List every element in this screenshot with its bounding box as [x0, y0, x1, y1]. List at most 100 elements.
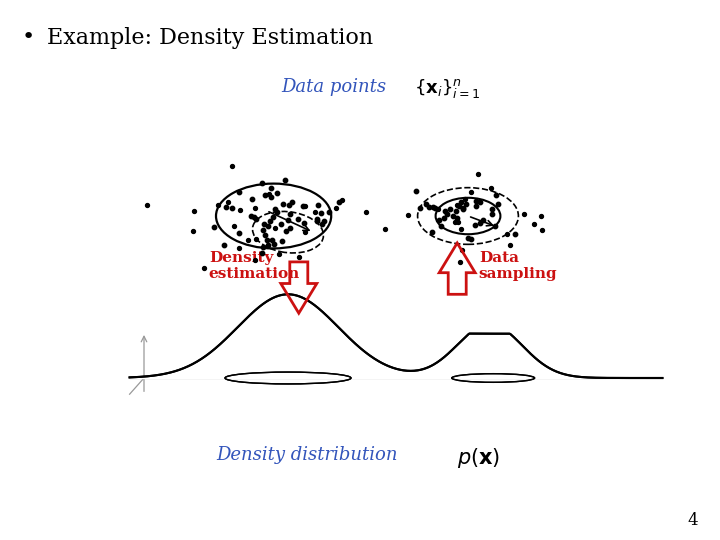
Point [282, 216, 294, 225]
Point [259, 231, 271, 239]
Point [228, 222, 239, 231]
Point [279, 176, 290, 184]
Point [263, 190, 274, 198]
Point [317, 219, 328, 228]
Point [233, 188, 245, 197]
Point [492, 200, 504, 208]
Point [259, 191, 271, 199]
Point [271, 188, 282, 197]
Point [233, 229, 245, 238]
Point [457, 205, 469, 213]
Point [451, 214, 462, 222]
Point [222, 198, 233, 206]
Point [256, 249, 268, 258]
Point [477, 215, 489, 224]
Point [466, 188, 477, 197]
Point [319, 217, 330, 226]
Point [518, 210, 530, 218]
Point [536, 211, 547, 220]
Point [451, 201, 463, 210]
Text: •: • [22, 27, 35, 47]
Point [187, 226, 199, 235]
Point [433, 215, 445, 224]
Point [454, 258, 466, 266]
Point [311, 216, 323, 225]
Text: Data points: Data points [281, 78, 386, 96]
Point [509, 230, 521, 239]
Point [249, 203, 261, 212]
Point [311, 215, 323, 224]
Point [453, 202, 464, 211]
Point [441, 210, 453, 218]
Point [449, 217, 461, 226]
Point [470, 202, 482, 211]
Point [265, 184, 276, 193]
Point [432, 205, 444, 213]
Point [257, 179, 269, 187]
Text: Data
sampling: Data sampling [479, 251, 557, 281]
Point [257, 242, 269, 251]
Point [445, 205, 456, 213]
Point [456, 198, 467, 206]
Point [220, 203, 232, 212]
Point [457, 203, 469, 212]
Point [284, 201, 295, 210]
Point [474, 219, 486, 227]
Text: 4: 4 [688, 512, 698, 529]
Point [248, 213, 260, 221]
Point [284, 210, 295, 218]
Point [265, 192, 276, 201]
Point [300, 201, 311, 210]
Point [414, 204, 426, 213]
Point [455, 224, 467, 233]
Point [402, 211, 414, 220]
Point [298, 218, 310, 227]
Point [460, 200, 472, 209]
Point [250, 255, 261, 264]
Point [410, 187, 422, 195]
Point [262, 240, 274, 249]
Point [486, 210, 498, 219]
Point [487, 205, 498, 213]
Point [485, 183, 497, 192]
Point [297, 202, 309, 211]
Point [323, 208, 334, 217]
Point [309, 208, 320, 217]
Point [360, 207, 372, 216]
Point [490, 191, 501, 199]
Point [276, 220, 287, 229]
Point [447, 211, 459, 220]
Point [379, 225, 391, 233]
Point [336, 195, 348, 204]
Point [277, 200, 289, 208]
Point [426, 228, 438, 237]
Point [212, 201, 223, 210]
Text: $p(\mathbf{x})$: $p(\mathbf{x})$ [457, 446, 500, 469]
Point [274, 249, 285, 258]
Point [293, 253, 305, 261]
Point [243, 235, 254, 244]
Point [188, 206, 199, 215]
Point [474, 198, 486, 207]
Point [233, 244, 245, 252]
Point [266, 235, 278, 244]
Point [536, 226, 548, 234]
Text: Example: Density Estimation: Example: Density Estimation [47, 27, 373, 49]
Point [463, 233, 474, 242]
Point [261, 235, 272, 244]
Point [330, 204, 342, 212]
Point [456, 246, 467, 254]
Point [269, 224, 281, 233]
Point [528, 220, 540, 229]
Point [246, 194, 258, 203]
Point [208, 222, 220, 231]
Text: $\{\mathbf{x}_i\}_{i=1}^{n}$: $\{\mathbf{x}_i\}_{i=1}^{n}$ [414, 78, 481, 102]
Point [234, 206, 246, 214]
Point [429, 204, 441, 212]
Point [276, 237, 287, 245]
Point [469, 221, 481, 230]
Point [312, 201, 323, 210]
Point [250, 235, 261, 244]
Point [470, 197, 482, 206]
Point [245, 212, 256, 220]
